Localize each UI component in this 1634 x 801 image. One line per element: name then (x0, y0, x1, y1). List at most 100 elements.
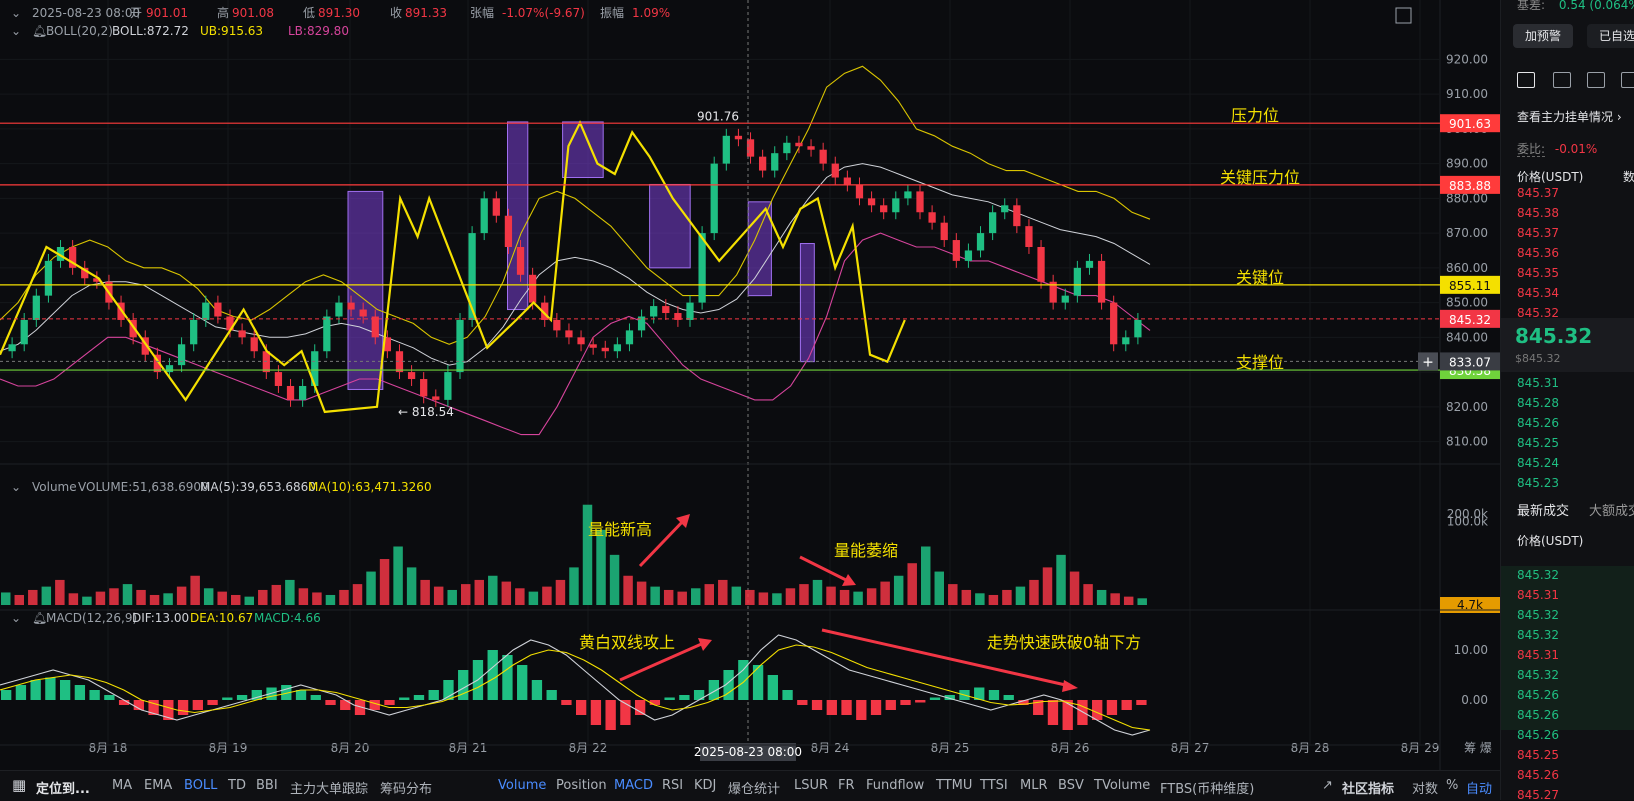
trade-row[interactable]: 845.26 (1517, 688, 1559, 702)
sub-indicator-tab[interactable]: FTBS(币种维度) (1160, 782, 1255, 797)
orderbook-grid-icon[interactable] (1621, 72, 1634, 88)
bid-row[interactable]: 845.31 (1517, 376, 1559, 390)
indicator-tab[interactable]: EMA (144, 778, 173, 793)
sub-indicator-tab[interactable]: RSI (662, 778, 684, 793)
trade-row[interactable]: 845.32 (1517, 608, 1559, 622)
candle-body (976, 233, 985, 251)
collapse-icon[interactable]: ⌄ (11, 480, 21, 494)
orderbook-bids-icon[interactable] (1553, 72, 1571, 88)
trade-row[interactable]: 845.26 (1517, 768, 1559, 782)
volume-bar (271, 584, 282, 605)
sub-indicator-tab[interactable]: MLR (1020, 778, 1048, 793)
ask-row[interactable]: 845.37 (1517, 186, 1559, 200)
plus-icon[interactable]: + (1422, 354, 1434, 370)
sub-indicator-tab[interactable]: BSV (1058, 778, 1084, 793)
add-alert-button[interactable]: 加预警 (1513, 24, 1574, 48)
community-icon[interactable]: ↗ (1322, 778, 1333, 793)
annotation-lines-up: 黄白双线攻上 (579, 633, 675, 652)
volume-bar (1110, 593, 1120, 605)
ask-row[interactable]: 845.34 (1517, 286, 1559, 300)
percent-scale-toggle[interactable]: % (1446, 778, 1459, 793)
candle-body (819, 149, 827, 164)
bid-row[interactable]: 845.28 (1517, 396, 1559, 410)
ask-row[interactable]: 845.35 (1517, 266, 1559, 280)
indicator-tab[interactable]: 筹码分布 (380, 782, 433, 797)
last-price-box: 845.32 $845.32 (1501, 318, 1634, 372)
volume-bar (55, 579, 65, 605)
auto-scale-toggle[interactable]: 自动 (1466, 782, 1493, 797)
log-scale-toggle[interactable]: 对数 (1412, 782, 1439, 797)
orderbook-both-icon[interactable] (1517, 72, 1535, 88)
volume-ma10: MA(10):63,471.3260 (308, 480, 432, 494)
ask-row[interactable]: 845.32 (1517, 306, 1559, 320)
ask-row[interactable]: 845.36 (1517, 246, 1559, 260)
community-indicators-button[interactable]: 社区指标 (1342, 782, 1395, 797)
orderbook-link[interactable]: 查看主力挂单情况 › (1517, 110, 1622, 124)
candle-body (589, 344, 597, 348)
candle-body (904, 191, 912, 199)
collapse-icon[interactable]: ⌄ (11, 611, 21, 625)
indicator-tab[interactable]: BBI (256, 778, 278, 793)
macd-hist-bar (428, 690, 439, 700)
trade-row[interactable]: 845.32 (1517, 568, 1559, 582)
watchlist-button[interactable]: 已自选 (1587, 24, 1634, 48)
indicator-tab[interactable]: TD (228, 778, 246, 793)
level-price-label: 883.88 (1449, 179, 1491, 193)
candle-body (311, 351, 319, 386)
trade-row[interactable]: 845.32 (1517, 668, 1559, 682)
price-column-header: 价格(USDT) (1517, 170, 1584, 184)
bid-row[interactable]: 845.26 (1517, 416, 1559, 430)
alert-icon[interactable]: 🔔︎ (32, 24, 47, 38)
trade-row[interactable]: 845.32 (1517, 628, 1559, 642)
sub-indicator-tab[interactable]: LSUR (794, 778, 829, 793)
trade-row[interactable]: 845.25 (1517, 748, 1559, 762)
indicator-tab[interactable]: 主力大单跟踪 (290, 782, 369, 797)
macd-hist-bar (1018, 700, 1029, 705)
volume-bar (704, 584, 714, 605)
tab-latest-trades[interactable]: 最新成交 (1517, 504, 1570, 519)
tab-big-trades[interactable]: 大额成交 (1589, 504, 1634, 519)
bid-row[interactable]: 845.24 (1517, 456, 1559, 470)
sub-indicator-tab[interactable]: FR (838, 778, 855, 793)
macd-hist-bar (693, 690, 705, 700)
level-name-label: 压力位 (1231, 106, 1279, 125)
collapse-icon[interactable]: ⌄ (11, 6, 21, 20)
trade-row[interactable]: 845.26 (1517, 728, 1559, 742)
bid-row[interactable]: 845.23 (1517, 476, 1559, 490)
sub-indicator-tab[interactable]: KDJ (694, 778, 717, 793)
alert-icon[interactable]: 🔔︎ (32, 611, 47, 625)
candle-body (807, 146, 815, 150)
candle-body (686, 302, 694, 320)
sub-indicator-tab[interactable]: TTSI (980, 778, 1008, 793)
sub-indicator-tab[interactable]: Volume (498, 778, 547, 793)
indicator-tab[interactable]: BOLL (184, 778, 218, 793)
sub-indicator-tab[interactable]: 爆仓统计 (728, 782, 781, 797)
candle-body (274, 372, 283, 386)
trade-row[interactable]: 845.26 (1517, 708, 1559, 722)
calendar-icon[interactable]: ▦ (12, 776, 27, 794)
bid-row[interactable]: 845.25 (1517, 436, 1559, 450)
chart-canvas[interactable]: 920.00910.00900.00890.00880.00870.00860.… (0, 0, 1500, 770)
indicator-tab[interactable]: MA (112, 778, 133, 793)
ask-row[interactable]: 845.37 (1517, 226, 1559, 240)
ask-row[interactable]: 845.38 (1517, 206, 1559, 220)
sub-indicator-tab[interactable]: MACD (614, 778, 653, 793)
candle-body (480, 198, 488, 234)
collapse-icon[interactable]: ⌄ (11, 24, 21, 38)
sub-indicator-tab[interactable]: TTMU (936, 778, 973, 793)
sub-indicator-tab[interactable]: Fundflow (866, 778, 925, 793)
crosshair-add-button[interactable] (1418, 352, 1438, 371)
candle-body (141, 337, 149, 355)
fullscreen-icon[interactable] (1395, 7, 1412, 24)
price-tick-label: 850.00 (1446, 296, 1488, 310)
macd-hist-bar (841, 700, 852, 715)
trade-row[interactable]: 845.31 (1517, 588, 1559, 602)
trade-row[interactable]: 845.27 (1517, 788, 1559, 800)
locate-button[interactable]: 定位到... (36, 782, 90, 797)
candle-body (1013, 205, 1021, 227)
orderbook-asks-icon[interactable] (1587, 72, 1605, 88)
trade-row[interactable]: 845.31 (1517, 648, 1559, 662)
candle-body (69, 247, 77, 268)
sub-indicator-tab[interactable]: Position (556, 778, 607, 793)
sub-indicator-tab[interactable]: TVolume (1094, 778, 1151, 793)
